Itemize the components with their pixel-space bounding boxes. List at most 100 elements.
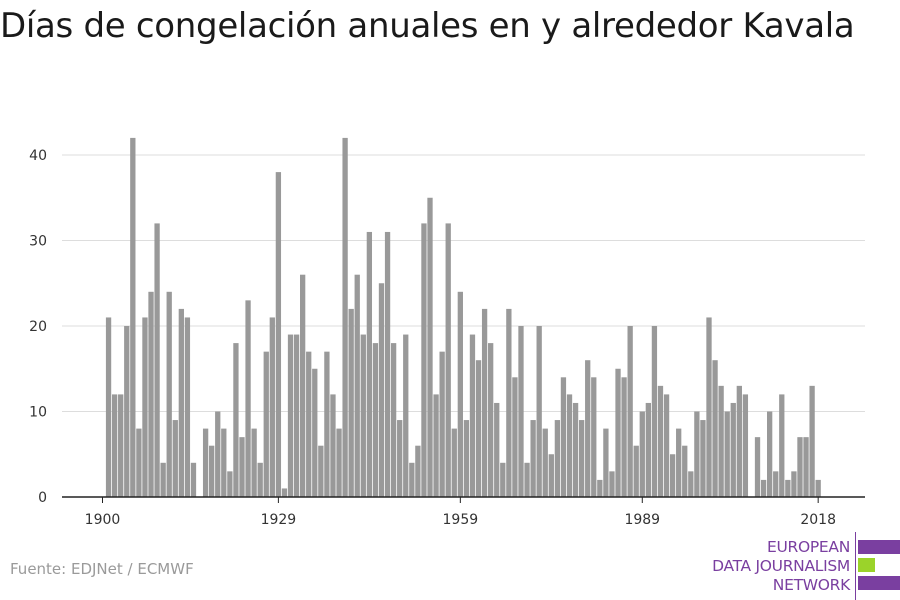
bar-1977 (566, 394, 573, 497)
bar-1925 (251, 428, 257, 497)
bar-1961 (469, 334, 476, 497)
bar-2002 (718, 385, 724, 497)
bar-2008 (754, 437, 761, 497)
bar-1990 (645, 402, 651, 497)
bar-1940 (342, 137, 348, 497)
bar-1970 (524, 462, 530, 497)
bar-1949 (397, 420, 403, 497)
y-tick-label: 30 (29, 234, 47, 250)
bar-2000 (706, 317, 712, 497)
bar-1922 (233, 343, 239, 497)
bar-1992 (657, 385, 664, 497)
bar-1907 (142, 317, 148, 497)
logo-text-network: NETWORK (772, 576, 851, 594)
bar-1965 (494, 402, 500, 497)
x-tick-label: 2018 (800, 512, 836, 528)
logo-green-bar (858, 558, 875, 572)
bar-1987 (627, 326, 633, 497)
bar-1941 (348, 308, 354, 497)
bar-1972 (536, 326, 542, 497)
y-tick-label: 10 (29, 405, 47, 421)
bar-1948 (390, 343, 397, 497)
bar-1911 (166, 291, 172, 497)
bar-2010 (767, 411, 773, 497)
chart-title: Días de congelación anuales en y alreded… (0, 6, 855, 46)
bar-1912 (172, 420, 178, 497)
bar-1944 (366, 231, 373, 497)
bar-1910 (160, 462, 166, 497)
bar-1936 (318, 445, 324, 497)
bar-1914 (184, 317, 191, 497)
bar-1995 (676, 428, 682, 497)
bar-1966 (500, 462, 506, 497)
x-tick-label: 1959 (443, 512, 479, 528)
bar-1989 (639, 411, 645, 497)
bar-1976 (560, 377, 567, 497)
bar-1919 (215, 411, 221, 497)
bar-1943 (360, 334, 366, 497)
bar-1937 (324, 351, 330, 497)
bar-1945 (372, 343, 379, 497)
bar-1908 (148, 291, 154, 497)
bar-1905 (130, 137, 136, 497)
bar-1926 (257, 462, 263, 497)
bar-1906 (136, 428, 142, 497)
bar-2016 (803, 437, 809, 497)
x-tick-label: 1929 (261, 512, 297, 528)
bar-1955 (433, 394, 439, 497)
bar-1946 (378, 283, 385, 497)
bar-1902 (111, 394, 118, 497)
bar-1986 (621, 377, 627, 497)
bar-2013 (785, 479, 791, 497)
bar-1917 (202, 428, 209, 497)
bar-1930 (281, 488, 288, 497)
logo-text-data-journalism: DATA JOURNALISM (712, 557, 850, 575)
bar-1901 (105, 317, 112, 497)
bar-1991 (651, 326, 658, 497)
bar-1983 (603, 428, 609, 497)
bar-1934 (306, 351, 312, 497)
bar-1958 (451, 428, 457, 497)
bar-1931 (287, 334, 294, 497)
bar-1942 (354, 274, 360, 497)
bar-1924 (245, 300, 251, 497)
bar-1996 (682, 445, 688, 497)
bar-1928 (269, 317, 275, 497)
bar-1903 (118, 394, 124, 497)
bar-1918 (209, 445, 215, 497)
bar-2018 (815, 479, 821, 497)
bar-1953 (421, 223, 427, 497)
bar-2003 (724, 411, 730, 497)
bar-1988 (633, 445, 639, 497)
bar-1932 (293, 334, 300, 497)
bar-1951 (409, 462, 415, 497)
x-tick-label: 1989 (624, 512, 660, 528)
bar-1963 (481, 308, 488, 497)
bar-1950 (403, 334, 409, 497)
bar-1994 (669, 454, 676, 497)
bar-2017 (809, 385, 815, 497)
bar-1960 (463, 420, 470, 497)
bar-1939 (336, 428, 342, 497)
logo-divider (855, 532, 856, 600)
bar-1915 (190, 462, 197, 497)
bar-2001 (712, 360, 718, 497)
axes: 0 10 20 30 40 1900 1929 1959 1989 2018 (29, 148, 865, 528)
bar-1980 (585, 360, 591, 497)
bar-1962 (475, 360, 482, 497)
y-tick-label: 40 (29, 148, 47, 164)
bar-1981 (591, 377, 597, 497)
bar-1921 (227, 471, 233, 497)
bar-1935 (312, 368, 318, 497)
bar-2012 (779, 394, 785, 497)
bar-1982 (597, 479, 603, 497)
x-tick-label: 1900 (85, 512, 121, 528)
bar-1913 (178, 308, 184, 497)
bar-1998 (694, 411, 700, 497)
logo-text-european: EUROPEAN (766, 538, 850, 556)
bar-1969 (518, 326, 524, 497)
bars (105, 137, 821, 497)
y-tick-label: 0 (38, 490, 47, 506)
bar-1984 (609, 471, 615, 497)
